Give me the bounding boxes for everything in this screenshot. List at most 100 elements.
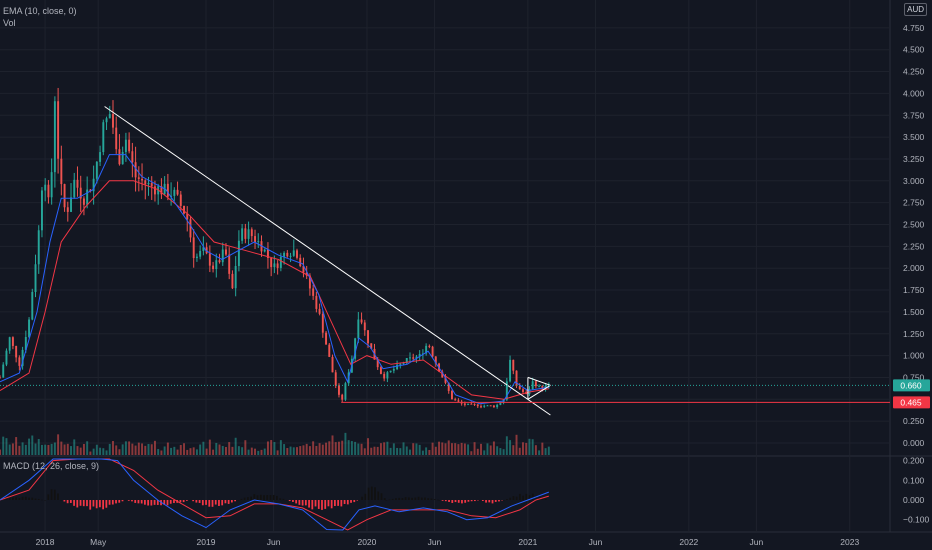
macd-histogram-bar bbox=[92, 500, 95, 507]
macd-histogram-bar bbox=[279, 498, 282, 500]
candle-body bbox=[489, 405, 492, 407]
volume-bar bbox=[192, 447, 195, 455]
macd-histogram-bar bbox=[388, 499, 391, 501]
macd-histogram-bar bbox=[102, 500, 105, 510]
macd-histogram-bar bbox=[182, 500, 185, 503]
candle-body bbox=[60, 158, 63, 185]
candle-body bbox=[199, 250, 202, 257]
candle-body bbox=[312, 288, 315, 296]
macd-histogram-bar bbox=[438, 500, 441, 501]
macd-histogram-bar bbox=[451, 500, 454, 503]
volume-bar bbox=[105, 450, 108, 455]
macd-histogram-bar bbox=[327, 500, 330, 507]
volume-bar bbox=[457, 444, 460, 455]
macd-histogram-bar bbox=[538, 496, 541, 500]
candle-body bbox=[283, 252, 286, 257]
candle-body bbox=[357, 319, 360, 339]
volume-bar bbox=[367, 438, 369, 455]
volume-bar bbox=[363, 448, 366, 455]
macd-legend[interactable]: MACD (12, 26, close, 9) bbox=[3, 461, 100, 471]
volume-bar bbox=[492, 441, 495, 455]
macd-histogram-bar bbox=[301, 500, 304, 506]
candle-body bbox=[202, 247, 205, 251]
volume-bar bbox=[428, 449, 431, 455]
macd-histogram-bar bbox=[108, 500, 111, 505]
candle-body bbox=[153, 186, 156, 195]
candle-body bbox=[409, 357, 411, 359]
candle-body bbox=[279, 256, 282, 268]
macd-histogram-bar bbox=[330, 500, 333, 509]
ema-legend[interactable]: EMA (10, close, 0) bbox=[3, 6, 77, 16]
price-tick-label: 1.000 bbox=[903, 351, 925, 361]
volume-bar bbox=[279, 440, 282, 455]
macd-histogram-bar bbox=[398, 497, 401, 500]
volume-bar bbox=[73, 439, 76, 455]
candle-body bbox=[102, 122, 105, 153]
macd-histogram-bar bbox=[414, 497, 417, 500]
macd-histogram-bar bbox=[404, 497, 407, 500]
volume-bar bbox=[186, 449, 189, 455]
candle-body bbox=[82, 198, 85, 205]
macd-histogram-bar bbox=[544, 498, 547, 500]
volume-bar bbox=[486, 443, 489, 455]
volume-bar bbox=[296, 447, 298, 455]
volume-bar bbox=[483, 450, 486, 455]
volume-bar bbox=[215, 442, 218, 455]
vol-legend[interactable]: Vol bbox=[3, 18, 16, 28]
volume-bar bbox=[476, 448, 479, 455]
candle-body bbox=[24, 337, 27, 350]
candle-body bbox=[79, 187, 82, 199]
candle-body bbox=[179, 194, 182, 206]
volume-bar bbox=[338, 441, 340, 455]
pennant-lower-line bbox=[527, 384, 551, 400]
candle-body bbox=[534, 381, 537, 387]
candle-body bbox=[241, 228, 244, 241]
volume-bar bbox=[502, 449, 505, 455]
macd-histogram-bar bbox=[89, 500, 92, 510]
currency-badge[interactable]: AUD bbox=[904, 3, 927, 16]
volume-bar bbox=[112, 440, 114, 455]
macd-histogram-bar bbox=[498, 500, 500, 502]
volume-bar bbox=[509, 440, 512, 455]
macd-histogram-bar bbox=[15, 497, 18, 500]
volume-bar bbox=[373, 446, 376, 455]
volume-bar bbox=[308, 446, 311, 455]
volume-bar bbox=[195, 449, 198, 455]
macd-histogram-bar bbox=[324, 500, 327, 509]
volume-bar bbox=[273, 442, 276, 455]
volume-bar bbox=[11, 443, 14, 455]
candle-body bbox=[237, 240, 240, 267]
volume-bar bbox=[350, 441, 353, 455]
macd-histogram-bar bbox=[147, 500, 150, 506]
volume-bar bbox=[354, 441, 357, 455]
volume-bar bbox=[302, 445, 305, 455]
macd-histogram-bar bbox=[337, 500, 340, 506]
volume-bar bbox=[544, 448, 547, 455]
candle-body bbox=[76, 179, 79, 188]
macd-histogram-bar bbox=[137, 500, 140, 504]
price-tick-label: 3.250 bbox=[903, 154, 925, 164]
macd-histogram-bar bbox=[485, 500, 487, 503]
macd-histogram-bar bbox=[374, 487, 376, 500]
volume-bar bbox=[260, 449, 263, 455]
candle-body bbox=[208, 253, 211, 266]
candle-body bbox=[108, 114, 111, 119]
candle-body bbox=[186, 213, 189, 220]
price-badges: 0.660 0.465 bbox=[893, 379, 930, 409]
macd-histogram-bar bbox=[444, 500, 447, 502]
macd-histogram-bar bbox=[391, 498, 394, 500]
candle-body bbox=[150, 182, 153, 187]
candle-body bbox=[389, 370, 392, 373]
volume-bar bbox=[344, 432, 347, 455]
candle-body bbox=[37, 230, 40, 265]
macd-histogram-bar bbox=[195, 500, 198, 503]
downtrend-line bbox=[104, 106, 551, 416]
volume-bar bbox=[8, 444, 11, 455]
candle-body bbox=[383, 373, 386, 379]
macd-histogram-bar bbox=[198, 500, 201, 503]
macd-histogram-bar bbox=[41, 499, 43, 501]
volume-bar bbox=[331, 435, 334, 455]
volume-bar bbox=[360, 443, 363, 455]
